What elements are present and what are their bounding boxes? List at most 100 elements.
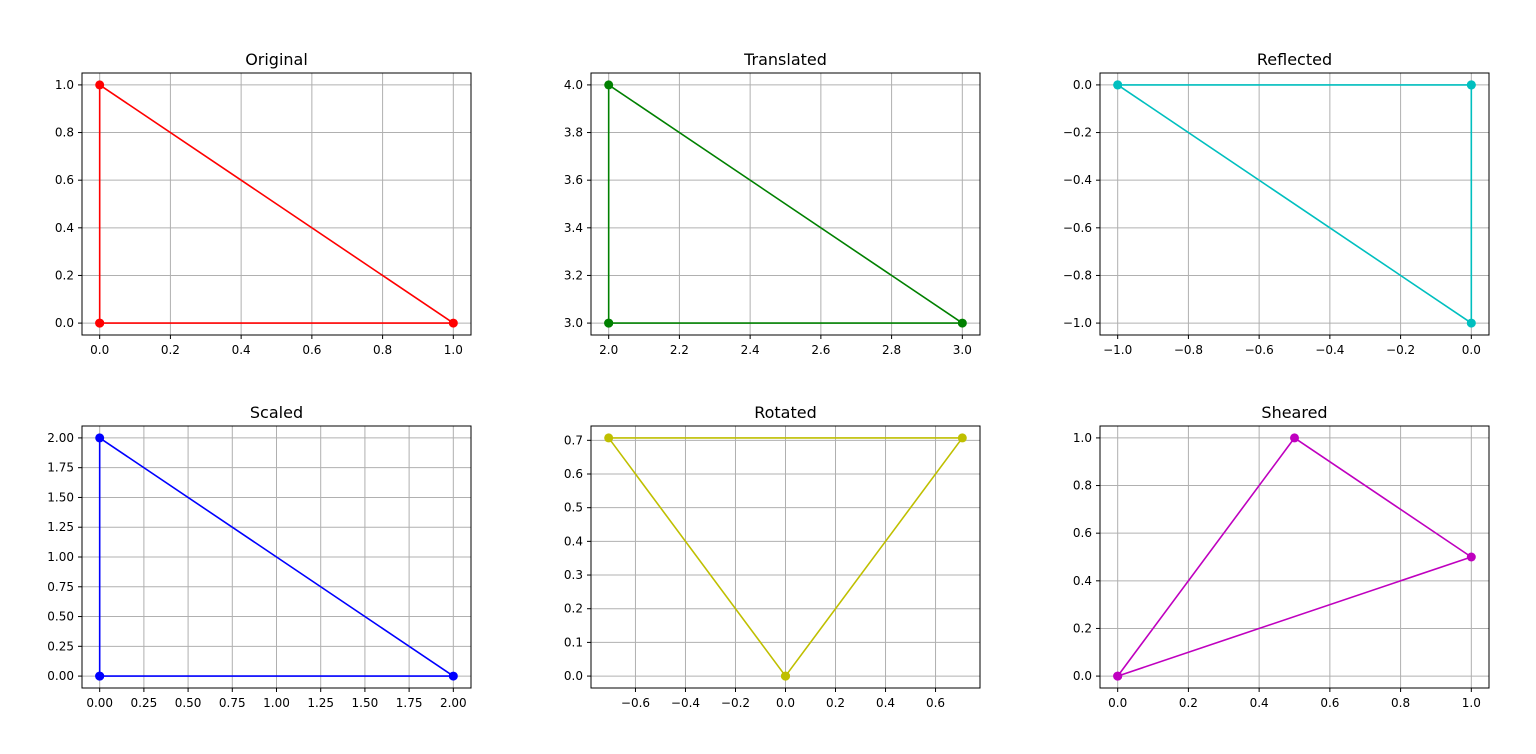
data-point: [604, 318, 614, 328]
x-tick-label: −0.4: [1315, 343, 1344, 357]
x-tick-label: 3.0: [953, 343, 972, 357]
x-tick-label: 0.2: [826, 696, 845, 710]
y-tick-label: 1.0: [1073, 431, 1092, 445]
subplot-6: 0.0 0.2 0.4 0.6 0.8 1.0 0.0 0.2 0.4 0.6 0.8 1.0 Shea…: [1073, 403, 1490, 710]
data-point: [95, 318, 105, 328]
axes-frame: [1099, 425, 1490, 689]
y-tick-label: 0.50: [47, 610, 74, 624]
x-tick-label: 0.6: [926, 696, 945, 710]
subplot-5: −0.6 −0.4 −0.2 0.0 0.2 0.4 0.6 0.0 0.1 0.2 0.3 0.4 0…: [564, 403, 981, 710]
y-tick-label: 1.50: [47, 490, 74, 504]
y-tick-label: 0.75: [47, 580, 74, 594]
axes-frame: [1099, 72, 1490, 336]
x-tick-label: 0.6: [302, 343, 321, 357]
data-point: [448, 318, 458, 328]
series-line: [607, 84, 964, 324]
data-point: [1466, 80, 1476, 90]
y-tick-label: 3.6: [564, 173, 583, 187]
y-tick-label: 0.5: [564, 501, 583, 515]
x-tick-label: 0.0: [776, 696, 795, 710]
y-tick-label: 3.8: [564, 126, 583, 140]
x-tick-label: 0.4: [1250, 696, 1269, 710]
x-tick-label: 2.6: [811, 343, 830, 357]
y-tick-label: 3.0: [564, 316, 583, 330]
x-tick-label: 2.0: [599, 343, 618, 357]
data-point: [957, 433, 967, 443]
series-line: [607, 437, 964, 677]
y-tick-label: 0.2: [1073, 621, 1092, 635]
x-tick-label: 1.75: [396, 696, 423, 710]
y-tick-label: 0.0: [1073, 669, 1092, 683]
x-tick-label: 0.0: [1462, 343, 1481, 357]
y-tick-label: 3.2: [564, 268, 583, 282]
y-tick-label: 0.00: [47, 669, 74, 683]
axes-frame: [590, 72, 981, 336]
x-tick-label: −0.6: [621, 696, 650, 710]
data-point: [957, 318, 967, 328]
x-tick-label: 0.0: [1108, 696, 1127, 710]
data-point: [95, 80, 105, 90]
y-tick-label: 1.00: [47, 550, 74, 564]
chart-title: Sheared: [1261, 403, 1327, 422]
y-tick-label: 2.00: [47, 431, 74, 445]
x-tick-label: 2.4: [741, 343, 760, 357]
x-tick-label: −0.4: [671, 696, 700, 710]
data-point: [95, 671, 105, 681]
y-tick-label: 0.6: [1073, 526, 1092, 540]
x-tick-label: 0.4: [232, 343, 251, 357]
y-tick-label: −0.4: [1063, 173, 1092, 187]
y-tick-label: 0.8: [55, 126, 74, 140]
x-tick-label: −1.0: [1103, 343, 1132, 357]
y-tick-label: 0.4: [1073, 574, 1092, 588]
chart-title: Rotated: [754, 403, 817, 422]
subplot-4: 0.00 0.25 0.50 0.75 1.00 1.25 1.50 1.75 2.00 0.00…: [47, 403, 472, 710]
data-point: [448, 671, 458, 681]
data-point: [1290, 433, 1299, 443]
subplot-1: 0.0 0.2 0.4 0.6 0.8 1.0 0.0 0.2 0.4 0.6 0.8 1.0 Orig…: [55, 50, 472, 357]
data-point: [1113, 80, 1123, 90]
y-tick-label: 0.3: [564, 568, 583, 582]
y-tick-label: 4.0: [564, 78, 583, 92]
y-tick-label: 0.1: [564, 635, 583, 649]
x-tick-label: 1.25: [307, 696, 334, 710]
data-point: [604, 433, 614, 443]
y-tick-label: 0.0: [1073, 78, 1092, 92]
x-tick-label: 0.6: [1320, 696, 1339, 710]
x-tick-label: 0.0: [90, 343, 109, 357]
chart-title: Reflected: [1257, 50, 1332, 69]
x-tick-label: 0.8: [373, 343, 392, 357]
series-line: [98, 84, 455, 324]
subplot-2: 2.0 2.2 2.4 2.6 2.8 3.0 3.0 3.2 3.4 3.6 3.8 4.0 Tran…: [564, 50, 981, 357]
x-tick-label: 0.75: [219, 696, 246, 710]
y-tick-label: 0.25: [47, 639, 74, 653]
y-tick-label: 3.4: [564, 221, 583, 235]
series-line: [98, 437, 455, 677]
series-line: [1117, 437, 1473, 677]
y-tick-label: 0.2: [55, 268, 74, 282]
y-tick-label: −0.2: [1063, 126, 1092, 140]
x-tick-label: 0.2: [1179, 696, 1198, 710]
data-point: [1466, 318, 1476, 328]
data-point: [1466, 552, 1476, 562]
x-tick-label: 0.2: [161, 343, 180, 357]
x-tick-label: 2.00: [440, 696, 467, 710]
x-tick-label: 0.25: [131, 696, 158, 710]
y-tick-label: −1.0: [1063, 316, 1092, 330]
data-point: [604, 80, 614, 90]
data-point: [95, 433, 105, 443]
x-tick-label: 1.0: [1462, 696, 1481, 710]
x-tick-label: 0.4: [876, 696, 895, 710]
series-line: [1116, 84, 1473, 324]
data-point: [1113, 671, 1123, 681]
y-tick-label: 0.6: [564, 467, 583, 481]
x-tick-label: 2.2: [670, 343, 689, 357]
x-tick-label: 2.8: [882, 343, 901, 357]
subplot-3: −1.0 −0.8 −0.6 −0.4 −0.2 0.0 −1.0 −0.8 −0.6 −0.4 −…: [1063, 50, 1490, 357]
y-tick-label: 0.6: [55, 173, 74, 187]
chart-title: Scaled: [250, 403, 303, 422]
x-tick-label: 0.00: [86, 696, 113, 710]
y-tick-label: 0.0: [564, 669, 583, 683]
x-tick-label: 1.50: [352, 696, 379, 710]
y-tick-label: 1.75: [47, 461, 74, 475]
